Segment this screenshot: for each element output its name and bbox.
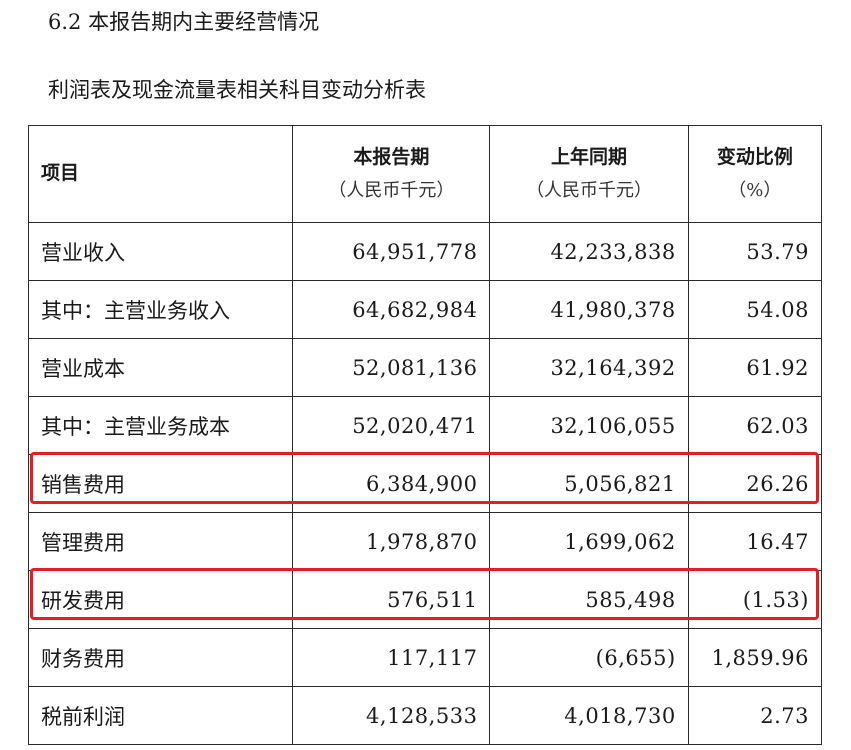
table-title: 利润表及现金流量表相关科目变动分析表	[48, 78, 426, 102]
row-change: 1,859.96	[687, 628, 823, 687]
row-item: 其中：主营业务成本	[27, 396, 294, 455]
row-change: (1.53)	[687, 570, 823, 629]
table-row: 财务费用 117,117 (6,655) 1,859.96	[27, 628, 823, 687]
table-row: 税前利润 4,128,533 4,018,730 2.73	[27, 686, 823, 745]
header-previous-label: 上年同期	[551, 146, 628, 168]
table-row: 其中：主营业务收入 64,682,984 41,980,378 54.08	[27, 280, 823, 339]
header-previous-period: 上年同期 （人民币千元）	[489, 125, 689, 223]
row-previous: 1,699,062	[489, 512, 689, 571]
row-change: 16.47	[687, 512, 823, 571]
row-current: 576,511	[292, 570, 491, 629]
row-change: 62.03	[687, 396, 823, 455]
row-previous: 5,056,821	[489, 454, 689, 513]
table-row: 管理费用 1,978,870 1,699,062 16.47	[27, 512, 823, 571]
row-previous: 41,980,378	[489, 280, 689, 339]
row-item: 其中：主营业务收入	[27, 280, 294, 339]
row-item: 税前利润	[27, 686, 294, 745]
row-item: 研发费用	[27, 570, 294, 629]
row-current: 4,128,533	[292, 686, 491, 745]
row-previous: (6,655)	[489, 628, 689, 687]
row-current: 117,117	[292, 628, 491, 687]
header-item: 项目	[27, 125, 294, 223]
table-row-selling-expense: 销售费用 6,384,900 5,056,821 26.26	[27, 454, 823, 513]
income-cashflow-analysis-table: 项目 本报告期 （人民币千元） 上年同期 （人民币千元） 变动比例 （%） 营业…	[27, 125, 823, 745]
row-change: 2.73	[687, 686, 823, 745]
row-current: 1,978,870	[292, 512, 491, 571]
row-change: 53.79	[687, 222, 823, 281]
row-item: 管理费用	[27, 512, 294, 571]
row-current: 6,384,900	[292, 454, 491, 513]
row-previous: 32,106,055	[489, 396, 689, 455]
table-row-rnd-expense: 研发费用 576,511 585,498 (1.53)	[27, 570, 823, 629]
header-current-period: 本报告期 （人民币千元）	[292, 125, 491, 223]
row-current: 52,020,471	[292, 396, 491, 455]
row-item: 营业成本	[27, 338, 294, 397]
row-previous: 585,498	[489, 570, 689, 629]
header-change-unit: （%）	[728, 180, 782, 201]
row-previous: 32,164,392	[489, 338, 689, 397]
row-current: 64,951,778	[292, 222, 491, 281]
header-current-label: 本报告期	[353, 146, 430, 168]
table-row: 营业收入 64,951,778 42,233,838 53.79	[27, 222, 823, 281]
row-change: 54.08	[687, 280, 823, 339]
row-item: 营业收入	[27, 222, 294, 281]
table-header-row: 项目 本报告期 （人民币千元） 上年同期 （人民币千元） 变动比例 （%）	[27, 125, 823, 223]
row-item: 财务费用	[27, 628, 294, 687]
row-previous: 4,018,730	[489, 686, 689, 745]
section-title: 6.2 本报告期内主要经营情况	[48, 10, 320, 34]
row-previous: 42,233,838	[489, 222, 689, 281]
row-item: 销售费用	[27, 454, 294, 513]
table-row: 其中：主营业务成本 52,020,471 32,106,055 62.03	[27, 396, 823, 455]
row-current: 52,081,136	[292, 338, 491, 397]
header-current-unit: （人民币千元）	[328, 180, 455, 201]
header-change-ratio: 变动比例 （%）	[687, 125, 823, 223]
table-row: 营业成本 52,081,136 32,164,392 61.92	[27, 338, 823, 397]
row-change: 26.26	[687, 454, 823, 513]
row-current: 64,682,984	[292, 280, 491, 339]
header-change-label: 变动比例	[716, 146, 793, 168]
row-change: 61.92	[687, 338, 823, 397]
header-previous-unit: （人民币千元）	[526, 180, 653, 201]
